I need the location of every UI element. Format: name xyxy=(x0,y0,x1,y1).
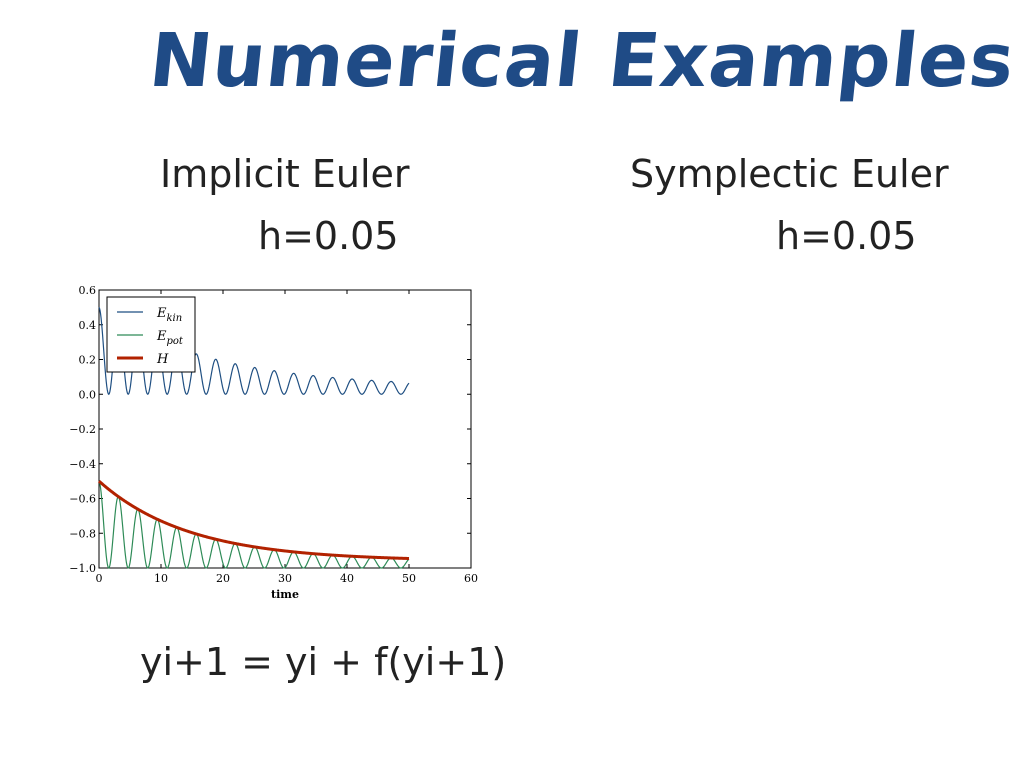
left-method-label: Implicit Euler xyxy=(160,152,410,196)
right-method-label: Symplectic Euler xyxy=(630,152,949,196)
x-tick-label: 30 xyxy=(278,572,292,585)
x-tick-label: 10 xyxy=(154,572,168,585)
y-tick-label: −0.6 xyxy=(69,493,96,506)
y-tick-label: −0.8 xyxy=(69,527,96,540)
y-tick-label: 0.4 xyxy=(79,319,97,332)
legend-label: H xyxy=(156,352,169,367)
page-title: Numerical Examples xyxy=(145,18,1020,104)
y-tick-label: 0.6 xyxy=(79,284,97,297)
y-tick-label: 0.0 xyxy=(79,388,97,401)
series-epot-line xyxy=(98,480,410,569)
x-tick-label: 0 xyxy=(96,572,103,585)
x-tick-label: 40 xyxy=(340,572,354,585)
legend-label: Epot xyxy=(156,329,184,347)
update-formula: yi+1 = yi + f(yi+1) xyxy=(140,640,507,684)
x-tick-label: 50 xyxy=(402,572,416,585)
x-tick-label: 60 xyxy=(464,572,478,585)
legend-label: Ekin xyxy=(156,306,182,324)
right-step-label: h=0.05 xyxy=(776,214,917,258)
x-tick-label: 20 xyxy=(216,572,230,585)
x-axis-label: time xyxy=(271,588,299,601)
energy-chart: 0 10 20 30 40 50 60 0.6 0.4 0.2 0.0 −0.2 −0.4 −0.6 −0.… xyxy=(69,284,478,601)
y-tick-label: −0.2 xyxy=(69,423,96,436)
y-tick-label: −1.0 xyxy=(69,562,96,575)
series-h-line xyxy=(98,479,410,561)
series-ekin-line xyxy=(98,307,410,396)
left-step-label: h=0.05 xyxy=(258,214,399,258)
y-tick-label: 0.2 xyxy=(79,354,97,367)
y-tick-label: −0.4 xyxy=(69,458,96,471)
